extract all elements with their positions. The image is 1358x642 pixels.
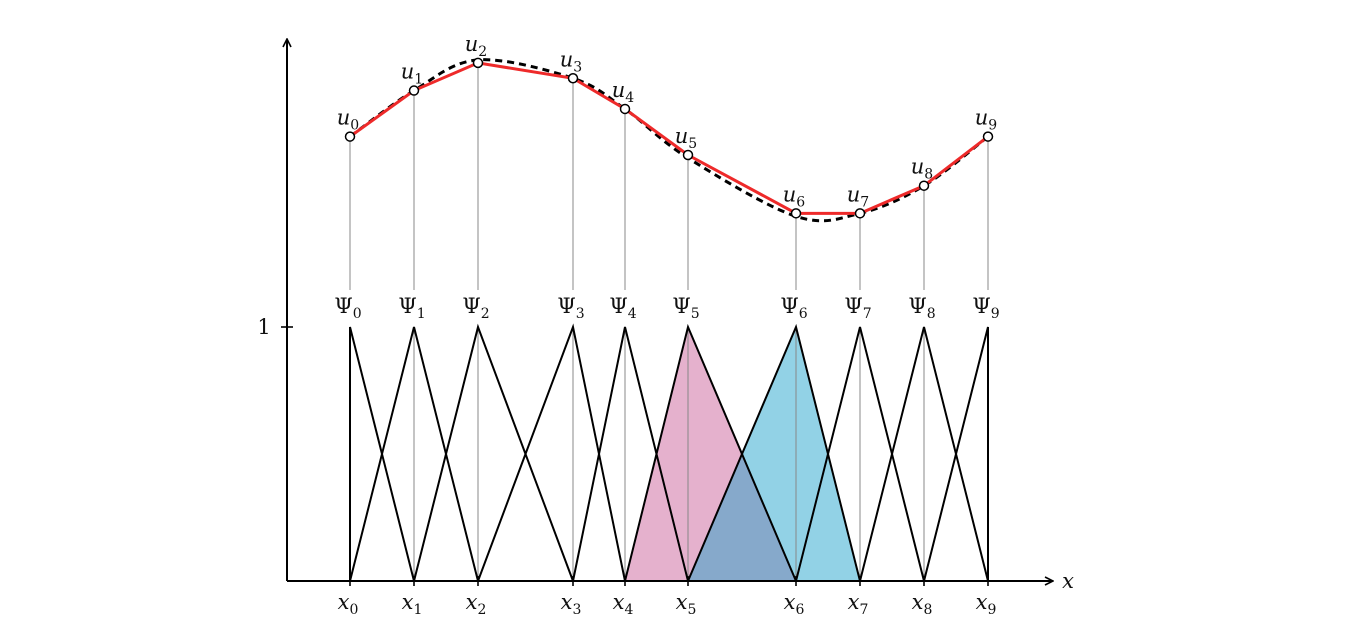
psi-label-1: Ψ1 <box>398 294 425 322</box>
hat-psi-1 <box>349 326 479 582</box>
hat-psi-6 <box>687 323 861 582</box>
x-label-0: x0 <box>338 590 359 618</box>
x-label-9: x9 <box>976 590 997 618</box>
u-label-7: u7 <box>847 182 869 210</box>
node-u-8 <box>918 180 930 191</box>
node-u-6 <box>790 208 802 219</box>
x-label-3: x3 <box>561 590 582 618</box>
hat-psi-4 <box>572 326 689 582</box>
u-label-9: u9 <box>975 106 997 134</box>
u-label-6: u6 <box>783 182 806 210</box>
x-label-1: x1 <box>402 590 423 618</box>
u-label-8: u8 <box>911 155 933 183</box>
node-u-4 <box>619 103 631 115</box>
hat-basis-functions <box>349 323 989 586</box>
psi-label-3: Ψ3 <box>557 294 584 322</box>
u-label-4: u4 <box>612 78 635 106</box>
exact-curve <box>349 58 989 223</box>
overlap-region <box>688 454 796 581</box>
node-labels: u0 Ψ0 x0 u1 Ψ1 x1 u2 Ψ2 x2 u3 Ψ3 x3 u4 Ψ4 x4 u5 Ψ5 x5 u6 Ψ6… <box>334 32 999 618</box>
hat-psi-5 <box>624 323 797 582</box>
hat-psi-0 <box>349 326 415 582</box>
piecewise-linear-interpolant <box>349 61 989 215</box>
hat-psi-9 <box>923 326 989 582</box>
x-label-2: x2 <box>466 590 487 618</box>
x-label-5: x5 <box>676 590 697 618</box>
x-label-7: x7 <box>848 590 869 618</box>
x-label-6: x6 <box>784 590 805 618</box>
node-u-2 <box>472 57 484 69</box>
node-markers <box>344 57 994 219</box>
node-u-0 <box>344 131 356 142</box>
u-label-1: u1 <box>401 60 423 88</box>
psi-label-8: Ψ8 <box>908 294 935 322</box>
u-label-2: u2 <box>465 32 487 60</box>
psi-label-9: Ψ9 <box>972 294 999 322</box>
node-u-3 <box>567 73 579 84</box>
u-label-3: u3 <box>560 47 582 75</box>
x-label-4: x4 <box>613 590 634 618</box>
psi-label-4: Ψ4 <box>609 294 636 322</box>
psi-label-7: Ψ7 <box>844 294 871 322</box>
psi-label-6: Ψ6 <box>780 294 807 322</box>
hat-psi-3 <box>477 323 626 582</box>
u-label-0: u0 <box>337 106 359 134</box>
y-tick-label: 1 <box>257 315 270 339</box>
node-u-5 <box>682 149 694 161</box>
psi-label-5: Ψ5 <box>672 294 699 322</box>
highlighted-basis-functions <box>625 327 860 581</box>
x-label-8: x8 <box>912 590 933 618</box>
node-u-7 <box>854 208 866 219</box>
psi-label-0: Ψ0 <box>334 294 361 322</box>
hat-psi-2 <box>413 323 574 582</box>
psi-label-2: Ψ2 <box>462 294 489 322</box>
hat-psi-7 <box>795 326 925 582</box>
u-label-5: u5 <box>675 124 697 152</box>
x-axis-label: x <box>1062 569 1074 593</box>
node-u-1 <box>408 85 420 96</box>
hat-psi-8 <box>859 326 989 582</box>
node-u-9 <box>982 131 994 142</box>
